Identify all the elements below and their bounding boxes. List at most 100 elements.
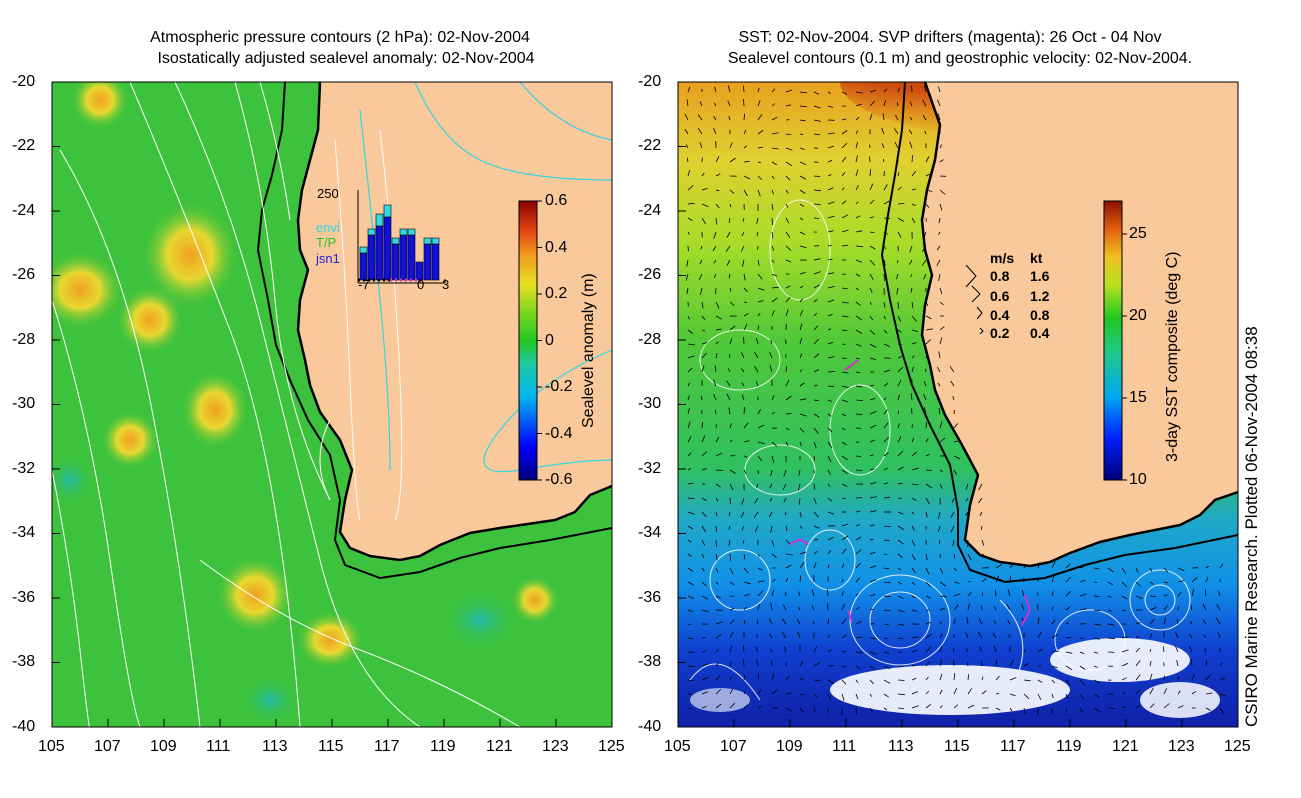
- velocity-arrow: [841, 665, 846, 668]
- velocity-arrow: [1163, 594, 1168, 597]
- velocity-arrow: [1205, 565, 1210, 569]
- velocity-arrow: [855, 169, 859, 177]
- velocity-arrow: [939, 633, 943, 639]
- velocity-arrow: [827, 91, 831, 94]
- velocity-arrow: [925, 703, 932, 709]
- velocity-arrow: [855, 201, 859, 205]
- velocity-arrow: [1065, 563, 1071, 569]
- velocity-arrow: [855, 185, 859, 191]
- velocity-arrow: [742, 539, 745, 544]
- velocity-arrow: [938, 511, 941, 519]
- velocity-arrow: [953, 687, 958, 695]
- velocity-arrow: [827, 469, 831, 475]
- velocity-arrow: [799, 382, 805, 387]
- velocity-arrow: [1065, 590, 1071, 597]
- velocity-arrow: [1051, 679, 1055, 684]
- right-x-tick: 113: [888, 738, 914, 755]
- velocity-arrow: [740, 245, 745, 252]
- velocity-arrow: [701, 352, 707, 359]
- velocity-arrow: [729, 645, 733, 653]
- velocity-arrow: [855, 413, 863, 415]
- velocity-arrow: [729, 631, 734, 639]
- velocity-arrow: [1107, 637, 1116, 640]
- velocity-arrow: [895, 114, 899, 121]
- velocity-arrow: [785, 189, 789, 194]
- inset-legend-jsn1: jsn1: [316, 251, 340, 266]
- velocity-arrow: [771, 441, 778, 447]
- velocity-arrow: [753, 511, 759, 518]
- velocity-arrow: [869, 665, 876, 671]
- velocity-arrow: [841, 385, 849, 388]
- right-colorbar: [1103, 200, 1123, 481]
- velocity-arrow: [687, 315, 691, 320]
- velocity-arrow: [770, 469, 773, 477]
- velocity-arrow: [855, 155, 858, 163]
- velocity-arrow: [841, 455, 848, 461]
- velocity-arrow: [841, 523, 849, 527]
- velocity-arrow: [1008, 634, 1011, 639]
- velocity-arrow: [785, 676, 790, 681]
- velocity-arrow: [939, 437, 946, 443]
- right-land: [922, 82, 1238, 566]
- velocity-arrow: [715, 156, 720, 163]
- velocity-arrow: [978, 618, 983, 625]
- velocity-arrow: [686, 99, 689, 107]
- velocity-arrow: [1176, 618, 1179, 625]
- velocity-arrow: [812, 620, 815, 625]
- velocity-arrow: [701, 595, 709, 600]
- velocity-arrow: [1191, 673, 1195, 681]
- velocity-arrow: [701, 581, 707, 587]
- velocity-arrow: [701, 421, 704, 429]
- velocity-arrow: [827, 105, 834, 108]
- velocity-arrow: [715, 497, 719, 502]
- velocity-arrow: [741, 525, 745, 531]
- velocity-arrow: [827, 441, 833, 449]
- velocity-arrow: [1021, 589, 1025, 597]
- right-x-tick: 125: [1224, 738, 1251, 755]
- velocity-arrow: [1121, 636, 1128, 639]
- velocity-arrow: [785, 133, 792, 135]
- velocity-arrow: [1149, 703, 1155, 709]
- velocity-arrow: [965, 632, 969, 639]
- velocity-arrow: [713, 102, 717, 107]
- velocity-arrow: [911, 539, 916, 547]
- velocity-arrows: [684, 85, 1227, 715]
- velocity-arrow: [813, 497, 817, 505]
- velocity-arrow: [883, 567, 889, 570]
- velocity-arrow: [869, 113, 873, 121]
- velocity-arrow: [1037, 693, 1042, 700]
- velocity-arrow: [771, 217, 773, 226]
- velocity-arrow: [1065, 576, 1071, 583]
- velocity-arrow: [841, 287, 848, 290]
- velocity-arrow: [827, 145, 835, 149]
- inset-bar-top: [367, 228, 376, 236]
- velocity-arrow: [855, 343, 862, 347]
- velocity-arrow: [897, 231, 902, 238]
- velocity-arrow: [883, 665, 891, 670]
- velocity-arrow: [855, 301, 861, 306]
- velocity-arrow: [743, 593, 750, 597]
- velocity-arrow: [712, 245, 717, 252]
- velocity-arrow: [827, 693, 832, 700]
- velocity-arrow: [978, 497, 983, 504]
- velocity-arrow: [925, 690, 930, 695]
- velocity-arrow: [883, 436, 890, 443]
- credit-text: CSIRO Marine Research. Plotted 06-Nov-20…: [1242, 326, 1261, 727]
- velocity-arrow: [687, 665, 696, 667]
- velocity-arrow: [869, 496, 877, 499]
- velocity-arrow: [771, 161, 778, 166]
- velocity-arrow: [813, 338, 819, 345]
- velocity-arrow: [783, 604, 787, 611]
- velocity-arrow: [799, 693, 805, 696]
- velocity-arrow: [953, 423, 959, 429]
- velocity-arrow: [1023, 707, 1026, 715]
- inset-bar-top: [359, 246, 368, 254]
- velocity-arrow: [743, 553, 746, 560]
- velocity-arrow: [827, 550, 832, 555]
- velocity-arrow: [911, 467, 919, 471]
- velocity-arrow: [715, 436, 720, 443]
- velocity-arrow: [770, 339, 773, 345]
- right-x-tick: 111: [832, 738, 857, 755]
- velocity-arrow: [1149, 567, 1153, 572]
- velocity-arrow: [1007, 589, 1011, 597]
